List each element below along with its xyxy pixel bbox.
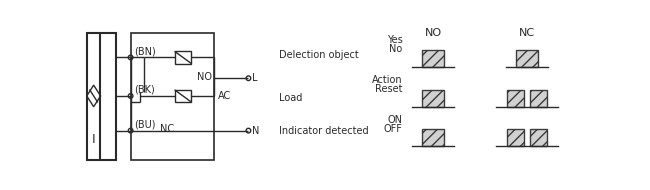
Text: (BK): (BK): [135, 85, 155, 95]
Text: AC: AC: [218, 91, 231, 101]
Bar: [530, 129, 547, 146]
Text: N: N: [252, 126, 259, 136]
Bar: [516, 50, 538, 67]
Bar: [422, 90, 444, 107]
Bar: [131, 33, 214, 160]
Text: NO: NO: [424, 28, 442, 38]
Text: Load: Load: [280, 93, 303, 103]
Bar: [86, 33, 116, 160]
Text: Reset: Reset: [375, 84, 402, 94]
Text: OFF: OFF: [384, 124, 402, 134]
Text: No: No: [389, 44, 402, 54]
Text: NC: NC: [160, 124, 174, 134]
Text: (BN): (BN): [135, 46, 156, 56]
Text: NO: NO: [197, 72, 212, 82]
Bar: [422, 50, 444, 67]
Text: L: L: [252, 73, 258, 83]
Bar: [422, 129, 444, 146]
Bar: [507, 90, 524, 107]
Bar: [507, 129, 524, 146]
Text: I: I: [92, 133, 96, 146]
Text: Delection object: Delection object: [280, 50, 359, 60]
Text: Indicator detected: Indicator detected: [280, 126, 369, 136]
Bar: [530, 90, 547, 107]
Text: NC: NC: [519, 28, 535, 38]
Bar: [174, 90, 192, 102]
Text: ON: ON: [387, 115, 402, 125]
Text: Action: Action: [372, 75, 402, 85]
Text: Yes: Yes: [387, 35, 402, 45]
Bar: [174, 51, 192, 64]
Text: (BU): (BU): [135, 120, 156, 129]
